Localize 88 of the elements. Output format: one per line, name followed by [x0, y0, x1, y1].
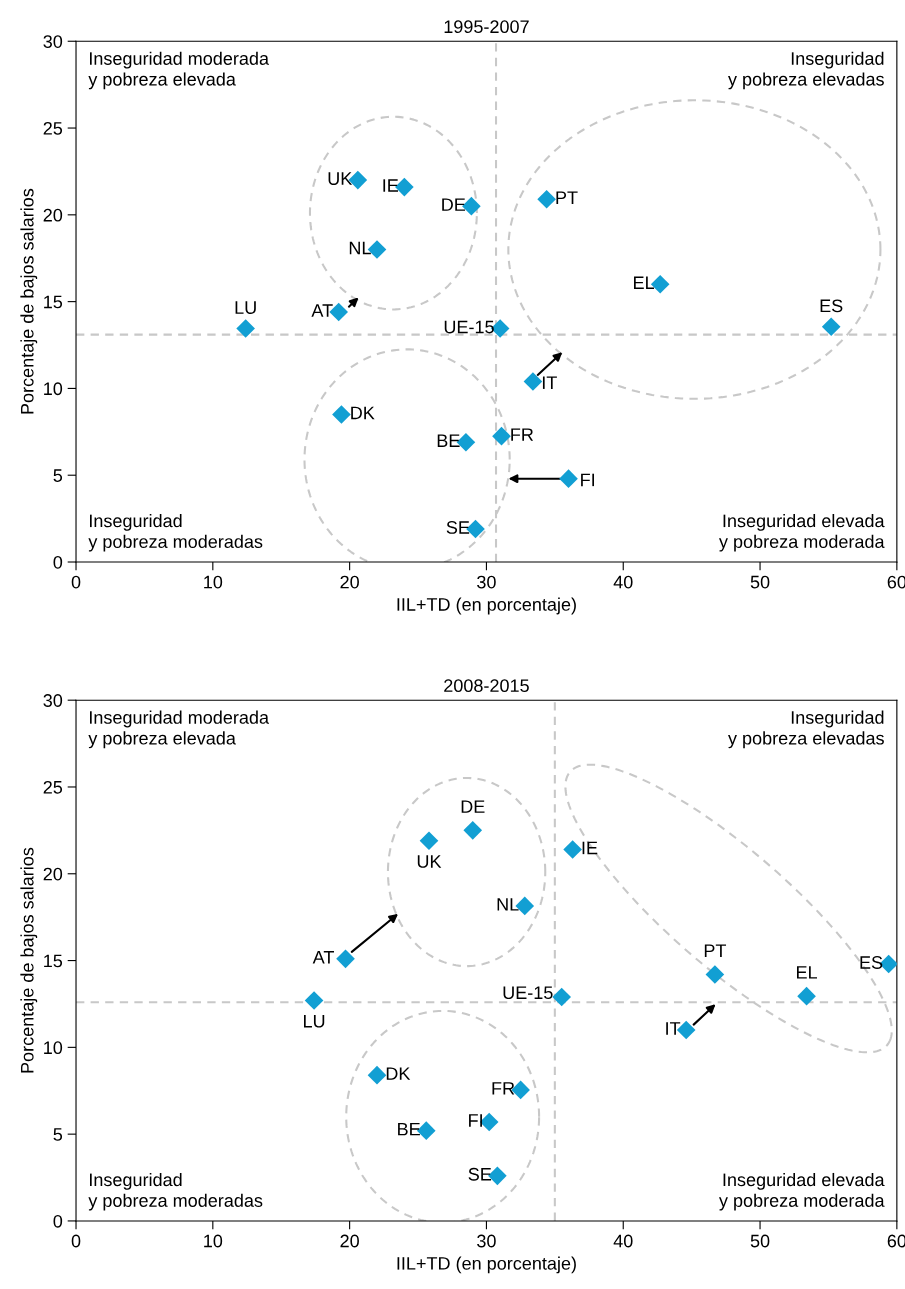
x-tick-label: 20 — [340, 575, 359, 589]
y-axis-title: Porcentaje de bajos salarios — [20, 188, 38, 414]
annotation: PT — [556, 191, 578, 204]
y-tick-label: 10 — [44, 382, 63, 396]
point — [304, 991, 324, 1010]
annotation: NL — [349, 241, 371, 255]
y-tick-label: 25 — [43, 780, 63, 794]
annotation: FI — [581, 473, 595, 487]
y-tick-label: 20 — [43, 208, 63, 222]
annotation: Inseguridad elevada y pobreza moderada — [718, 514, 885, 552]
point — [336, 949, 355, 969]
annotation: IE — [383, 179, 399, 192]
point — [463, 821, 483, 840]
point — [705, 965, 725, 984]
point — [236, 319, 255, 338]
x-tick-label: 20 — [340, 1234, 359, 1248]
annotation: LU — [235, 301, 256, 314]
annotation: IT — [542, 376, 557, 389]
y-tick-label: 0 — [53, 1214, 63, 1228]
annotation: Inseguridad y pobreza elevadas — [728, 51, 884, 90]
point — [332, 405, 351, 424]
x-tick-label: 10 — [204, 575, 223, 589]
point — [821, 317, 841, 337]
annotation: SE — [468, 1167, 492, 1181]
annotation: UK — [417, 855, 442, 868]
annotation: ES — [860, 956, 883, 969]
x-tick-label: 50 — [750, 1234, 770, 1248]
point — [552, 987, 571, 1007]
annotation: BE — [437, 434, 460, 447]
annotation: UK — [328, 172, 353, 185]
point — [492, 426, 511, 446]
annotation: DK — [386, 1067, 411, 1080]
x-axis-title: IIL+TD (en porcentaje) — [397, 597, 576, 615]
annotation: FI — [469, 1114, 482, 1127]
x-tick-label: 30 — [477, 575, 496, 589]
y-tick-label: 25 — [43, 121, 63, 135]
y-axis-title: Porcentaje de bajos salarios — [20, 847, 38, 1073]
annotation: Inseguridad moderada y pobreza elevada — [88, 51, 270, 90]
annotation: EL — [797, 966, 818, 979]
y-tick-label: 30 — [43, 694, 63, 707]
annotation: Inseguridad y pobreza elevadas — [728, 710, 884, 749]
chart-title: 2008-2015 — [444, 679, 529, 693]
point — [367, 1065, 387, 1085]
chart-title: 1995-2007 — [444, 20, 529, 34]
y-tick-label: 15 — [44, 954, 63, 968]
annotation: UE-15 — [503, 986, 553, 1000]
x-axis-title: IIL+TD (en porcentaje) — [397, 1256, 576, 1274]
point — [419, 831, 439, 851]
annotation: AT — [311, 304, 333, 317]
y-tick-label: 0 — [53, 555, 63, 569]
point — [523, 372, 543, 391]
annotation: EL — [634, 276, 655, 289]
y-tick-label: 10 — [44, 1041, 63, 1055]
annotation: IE — [582, 841, 598, 855]
point — [563, 840, 582, 859]
annotation: DE — [461, 800, 485, 813]
annotation: Inseguridad moderada y pobreza elevada — [88, 710, 270, 749]
x-tick-label: 30 — [477, 1234, 496, 1248]
point — [797, 986, 816, 1006]
y-tick-label: 30 — [43, 35, 63, 48]
point — [559, 469, 578, 488]
y-tick-label: 15 — [44, 295, 63, 309]
annotation: BE — [398, 1122, 420, 1136]
annotation: DK — [351, 406, 375, 420]
annotation: DE — [442, 198, 466, 211]
annotation: PT — [704, 944, 727, 957]
point — [537, 189, 556, 209]
y-tick-label: 5 — [53, 469, 63, 482]
annotation: LU — [304, 1014, 325, 1028]
x-tick-label: 10 — [204, 1234, 223, 1248]
annotation: Inseguridad y pobreza moderadas — [88, 514, 263, 552]
annotation: SE — [446, 521, 470, 534]
annotation: Inseguridad y pobreza moderadas — [88, 1172, 263, 1211]
x-tick-label: 0 — [71, 1234, 81, 1248]
y-tick-label: 5 — [53, 1128, 63, 1141]
annotation: UE-15 — [444, 320, 494, 334]
annotation: AT — [312, 951, 334, 964]
annotation: FR — [511, 428, 534, 441]
annotation: FR — [492, 1082, 515, 1095]
x-tick-label: 50 — [750, 575, 770, 589]
annotation: ES — [820, 299, 843, 313]
annotation: NL — [497, 898, 519, 911]
x-tick-label: 40 — [613, 575, 633, 589]
y-tick-label: 20 — [43, 867, 63, 881]
x-tick-label: 40 — [613, 1234, 633, 1248]
annotation: Inseguridad elevada y pobreza moderada — [718, 1172, 885, 1211]
x-tick-label: 0 — [71, 575, 81, 589]
annotation: IT — [666, 1022, 681, 1035]
